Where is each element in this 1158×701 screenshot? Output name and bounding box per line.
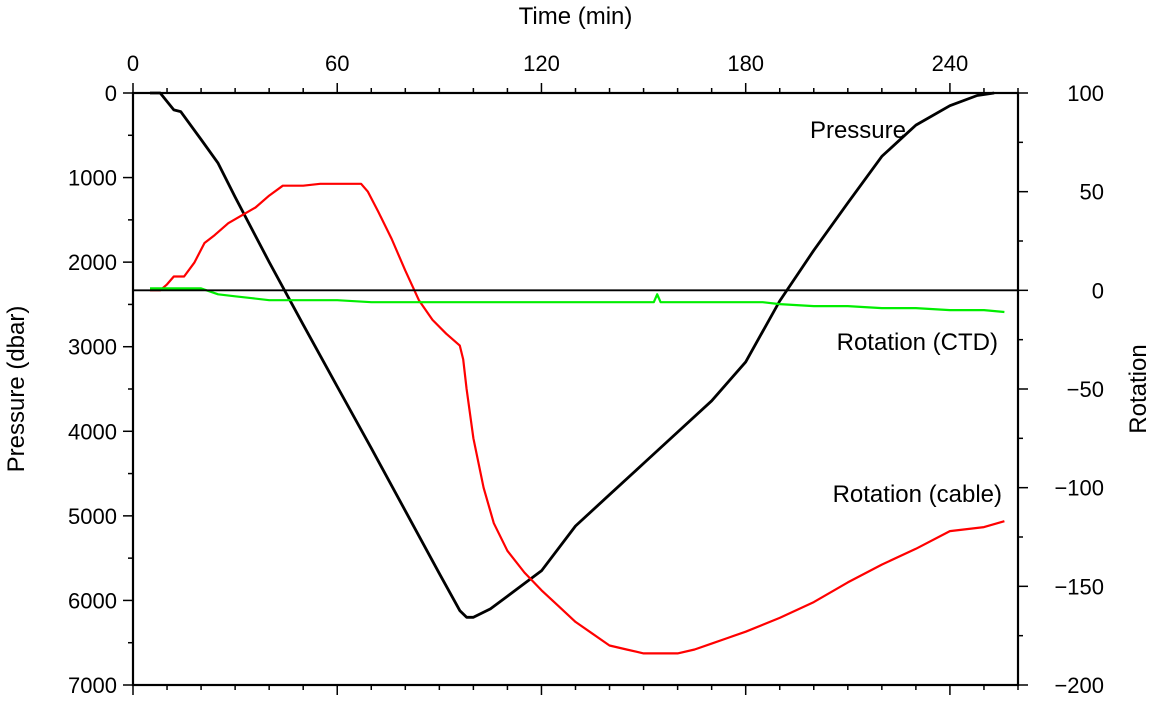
x-tick-label: 60 bbox=[325, 51, 349, 76]
y-right-tick-label: 50 bbox=[1080, 180, 1104, 205]
x-tick-label: 0 bbox=[127, 51, 139, 76]
y-right-tick-label: −150 bbox=[1054, 574, 1104, 599]
y-left-tick-label: 1000 bbox=[68, 166, 117, 191]
y-left-tick-label: 6000 bbox=[68, 588, 117, 613]
tick-labels: 0 60 120 180 2400100020003000400050006000700… bbox=[68, 51, 1104, 698]
series-label-rotation-ctd: Rotation (CTD) bbox=[837, 329, 998, 356]
y-left-tick-label: 7000 bbox=[68, 673, 117, 698]
x-axis-label: Time (min) bbox=[519, 3, 633, 30]
x-tick-label: 120 bbox=[523, 51, 560, 76]
series-line-rotation-ctd bbox=[150, 287, 1005, 314]
plot-frame bbox=[131, 91, 1020, 687]
y-axis-label-left: Pressure (dbar) bbox=[3, 306, 30, 473]
y-left-tick-label: 4000 bbox=[68, 419, 117, 444]
y-right-tick-label: 0 bbox=[1092, 278, 1104, 303]
y-right-tick-label: −50 bbox=[1067, 377, 1104, 402]
y-right-tick-label: 100 bbox=[1067, 81, 1104, 106]
x-tick-label: 180 bbox=[727, 51, 764, 76]
series-label-rotation-cable: Rotation (cable) bbox=[833, 481, 1002, 508]
y-right-tick-label: −200 bbox=[1054, 673, 1104, 698]
series-line-pressure bbox=[150, 91, 995, 619]
series-label-pressure: Pressure bbox=[810, 117, 906, 144]
series-lines bbox=[150, 91, 1005, 655]
y-left-tick-label: 3000 bbox=[68, 335, 117, 360]
y-left-tick-label: 5000 bbox=[68, 504, 117, 529]
series-line-rotation-cable bbox=[150, 182, 1005, 655]
axis-ticks bbox=[123, 83, 1028, 695]
y-right-tick-label: −100 bbox=[1054, 476, 1104, 501]
x-tick-label: 240 bbox=[932, 51, 969, 76]
y-left-tick-label: 0 bbox=[105, 81, 117, 106]
y-left-tick-label: 2000 bbox=[68, 250, 117, 275]
y-axis-label-right: Rotation bbox=[1125, 344, 1152, 433]
